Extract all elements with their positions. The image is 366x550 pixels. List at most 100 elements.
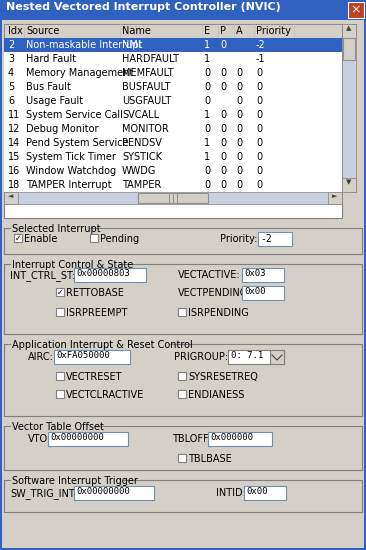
Bar: [343, 38, 355, 60]
Bar: [0, 0, 366, 20]
Text: 0: 0: [220, 180, 226, 190]
Text: Application Interrupt & Reset Control: Application Interrupt & Reset Control: [12, 340, 193, 350]
Text: 16: 16: [8, 166, 20, 176]
Text: 0: 0: [220, 82, 226, 92]
Bar: [4, 94, 342, 108]
Bar: [54, 350, 130, 364]
Text: 0: 7.1: 0: 7.1: [231, 351, 263, 360]
Bar: [342, 24, 356, 38]
Text: Selected Interrupt: Selected Interrupt: [12, 224, 101, 234]
Text: MEMFAULT: MEMFAULT: [122, 68, 173, 78]
Text: Software Interrupt Trigger: Software Interrupt Trigger: [12, 476, 138, 486]
Text: 0: 0: [236, 166, 242, 176]
Bar: [14, 234, 22, 242]
Text: Pend System Service: Pend System Service: [26, 138, 128, 148]
Text: E: E: [204, 26, 210, 36]
Text: SYSRESETREQ: SYSRESETREQ: [188, 372, 258, 382]
Text: 0: 0: [204, 68, 210, 78]
Bar: [4, 122, 342, 136]
Text: ×: ×: [351, 3, 361, 16]
Bar: [4, 136, 342, 150]
Bar: [56, 288, 64, 296]
Text: 18: 18: [8, 180, 20, 190]
Text: VECTACTIVE:: VECTACTIVE:: [178, 270, 240, 280]
Text: Enable: Enable: [24, 234, 57, 244]
Text: 11: 11: [8, 110, 20, 120]
Text: 0: 0: [220, 124, 226, 134]
Text: Nested Vectored Interrupt Controller (NVIC): Nested Vectored Interrupt Controller (NV…: [6, 2, 281, 12]
Bar: [178, 390, 186, 398]
Text: PENDSV: PENDSV: [122, 138, 162, 148]
Bar: [48, 432, 128, 446]
Text: PRIGROUP:: PRIGROUP:: [174, 352, 228, 362]
Text: 5: 5: [8, 82, 14, 92]
Text: VTO:: VTO:: [28, 434, 51, 444]
Bar: [178, 454, 186, 462]
Text: USGFAULT: USGFAULT: [122, 96, 171, 106]
Text: ▼: ▼: [346, 179, 352, 185]
Bar: [208, 432, 272, 446]
Text: 0: 0: [204, 124, 210, 134]
Text: 0x00000803: 0x00000803: [76, 270, 130, 278]
Text: 2: 2: [8, 40, 14, 50]
Text: 3: 3: [8, 54, 14, 64]
Text: 1: 1: [204, 110, 210, 120]
Text: TAMPER: TAMPER: [122, 180, 161, 190]
Text: Memory Management: Memory Management: [26, 68, 133, 78]
Text: 14: 14: [8, 138, 20, 148]
Text: 1: 1: [204, 54, 210, 64]
Text: ENDIANESS: ENDIANESS: [188, 390, 244, 400]
Text: 0: 0: [256, 68, 262, 78]
Text: System Tick Timer: System Tick Timer: [26, 152, 116, 162]
Text: 0: 0: [256, 82, 262, 92]
Bar: [244, 486, 286, 500]
Bar: [4, 178, 342, 192]
Bar: [4, 192, 18, 204]
Bar: [342, 178, 356, 192]
Text: 0: 0: [236, 96, 242, 106]
Text: ISRPREEMPT: ISRPREEMPT: [66, 308, 127, 318]
Text: 0x00000000: 0x00000000: [76, 487, 130, 497]
Text: 0: 0: [256, 110, 262, 120]
Text: 0: 0: [256, 124, 262, 134]
Text: 1: 1: [204, 138, 210, 148]
Text: 0x000000: 0x000000: [210, 433, 253, 443]
Text: 0x00: 0x00: [246, 487, 268, 497]
Bar: [4, 38, 342, 52]
Bar: [270, 350, 284, 364]
Text: 1: 1: [204, 152, 210, 162]
Text: 0: 0: [256, 138, 262, 148]
Text: A: A: [236, 26, 243, 36]
Bar: [74, 268, 146, 282]
Bar: [178, 372, 186, 380]
Text: -1: -1: [256, 54, 266, 64]
Text: 0: 0: [220, 166, 226, 176]
Bar: [4, 150, 342, 164]
Text: 0x00000000: 0x00000000: [50, 433, 104, 443]
Text: INTID:: INTID:: [216, 488, 246, 498]
Bar: [242, 286, 284, 300]
Bar: [56, 372, 64, 380]
Text: Usage Fault: Usage Fault: [26, 96, 83, 106]
Text: 0: 0: [220, 68, 226, 78]
Text: Source: Source: [26, 26, 59, 36]
Text: TBLBASE: TBLBASE: [188, 454, 232, 464]
Bar: [138, 193, 208, 203]
Text: 0: 0: [236, 82, 242, 92]
Text: Debug Monitor: Debug Monitor: [26, 124, 98, 134]
Text: 0: 0: [220, 138, 226, 148]
Text: 15: 15: [8, 152, 20, 162]
Text: RETTOBASE: RETTOBASE: [66, 288, 124, 298]
Text: 0: 0: [220, 152, 226, 162]
Text: BUSFAULT: BUSFAULT: [122, 82, 171, 92]
Bar: [90, 234, 98, 242]
Text: NMI: NMI: [122, 40, 141, 50]
Text: Non-maskable Interrupt: Non-maskable Interrupt: [26, 40, 142, 50]
Text: 0: 0: [220, 110, 226, 120]
Text: 0: 0: [256, 96, 262, 106]
Text: Bus Fault: Bus Fault: [26, 82, 71, 92]
Text: Idx: Idx: [8, 26, 23, 36]
Bar: [4, 164, 342, 178]
Text: INT_CTRL_ST:: INT_CTRL_ST:: [10, 270, 75, 281]
Text: SW_TRIG_INT:: SW_TRIG_INT:: [10, 488, 77, 499]
